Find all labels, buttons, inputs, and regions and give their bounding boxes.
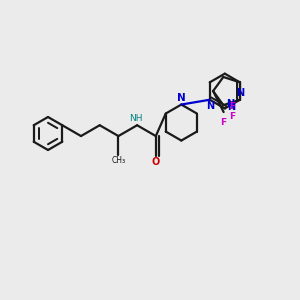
Text: CH₃: CH₃ <box>111 155 125 164</box>
Text: N: N <box>226 99 234 109</box>
Text: N: N <box>236 88 244 98</box>
Text: F: F <box>229 112 235 121</box>
Text: F: F <box>220 118 227 127</box>
Text: N: N <box>177 93 186 103</box>
Text: F: F <box>230 102 236 111</box>
Text: N: N <box>206 101 214 111</box>
Text: O: O <box>152 157 160 166</box>
Text: NH: NH <box>129 114 143 123</box>
Text: N: N <box>227 102 236 112</box>
